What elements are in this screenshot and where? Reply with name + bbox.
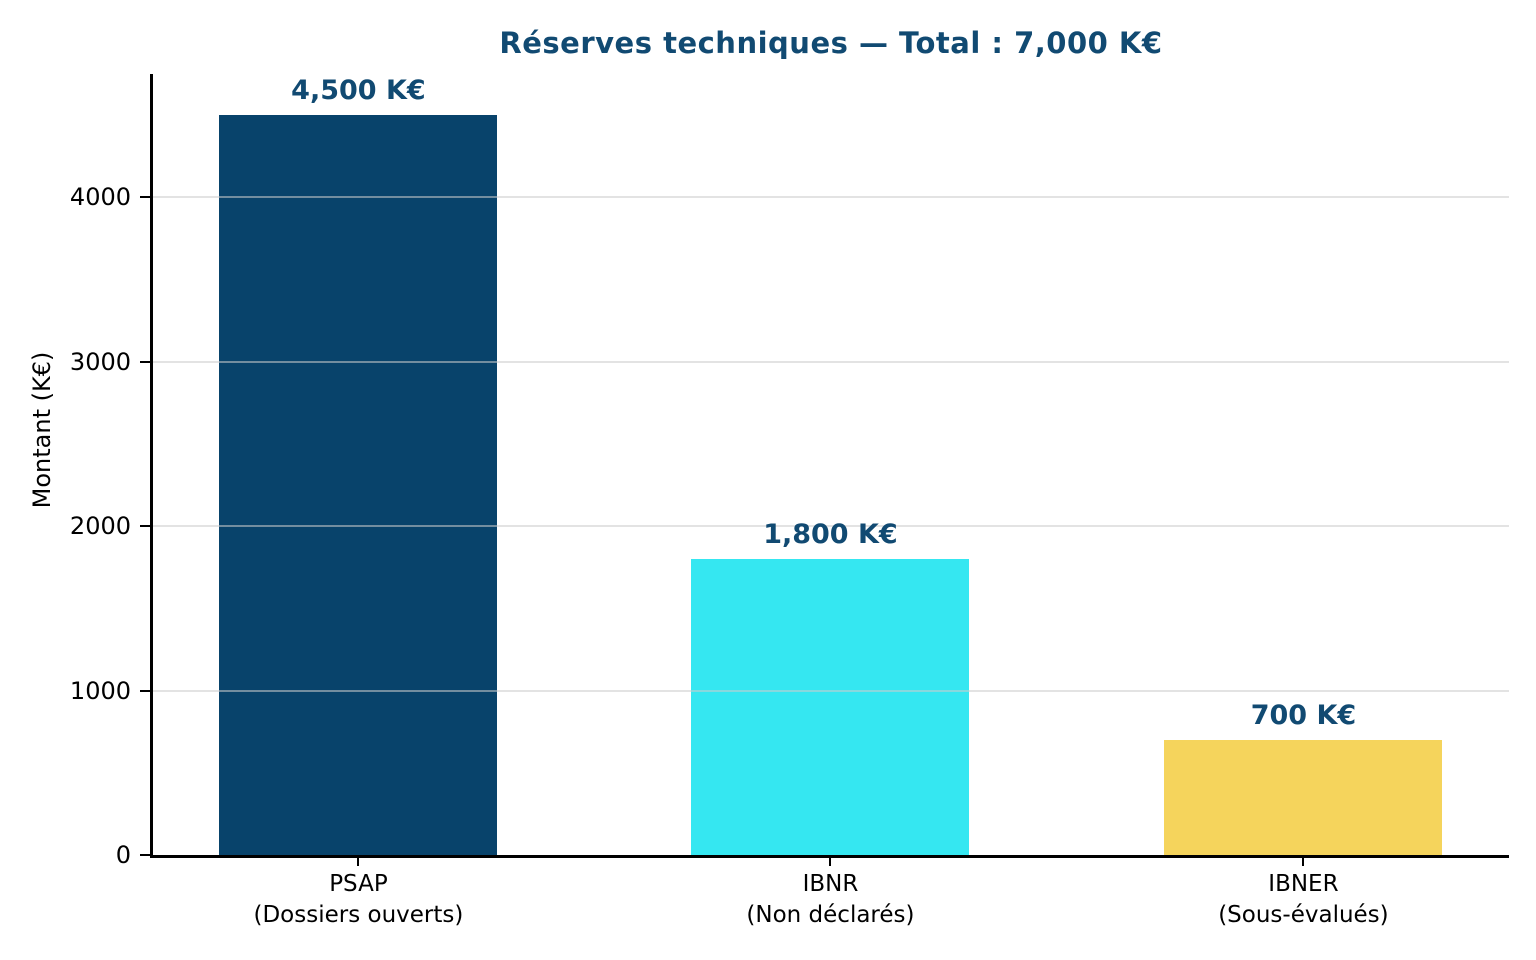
bar: [691, 559, 970, 855]
x-tick-mark: [829, 858, 832, 866]
y-tick-label: 1000: [69, 676, 131, 705]
y-gridline: [153, 360, 1509, 363]
x-tick-label-line: (Sous-évalués): [1218, 902, 1389, 928]
x-tick-label: IBNER (Sous-évalués): [1053, 869, 1536, 931]
x-tick-label-line: PSAP: [329, 871, 388, 897]
y-axis-spine: [150, 74, 153, 858]
bar-value-label: 1,800 K€: [763, 519, 898, 551]
y-tick-label: 0: [115, 841, 131, 869]
y-tick-label: 4000: [69, 183, 131, 212]
x-tick-label-line: (Non déclarés): [746, 902, 915, 928]
x-tick-mark: [1302, 858, 1305, 866]
x-tick-mark: [357, 858, 360, 866]
y-gridline: [153, 196, 1509, 199]
y-gridline: [153, 689, 1509, 692]
bar: [1164, 739, 1443, 855]
x-tick-label-line: IBNR: [802, 871, 859, 897]
bar: [219, 115, 498, 855]
y-tick-label: 3000: [69, 347, 131, 376]
x-tick-label-line: IBNER: [1268, 871, 1339, 897]
x-tick-label: PSAP (Dossiers ouverts): [108, 869, 608, 931]
x-axis-spine: [150, 855, 1509, 858]
y-tick-mark: [140, 689, 150, 692]
y-gridline: [153, 525, 1509, 528]
y-tick-mark: [140, 360, 150, 363]
y-tick-mark: [140, 196, 150, 199]
y-tick-mark: [140, 525, 150, 528]
plot-area: 0 1000 2000 3000 4000 4,500 K€ PSAP (Dossiers o…: [70, 74, 1509, 928]
bar-value-label: 4,500 K€: [291, 75, 426, 107]
y-tick-mark: [140, 854, 150, 856]
x-tick-label: IBNR (Non déclarés): [580, 869, 1080, 931]
chart-title: Réserves techniques — Total : 7,000 K€: [499, 26, 1163, 60]
y-tick-label: 2000: [69, 512, 131, 541]
x-tick-label-line: (Dossiers ouverts): [253, 902, 464, 928]
bar-value-label: 700 K€: [1250, 699, 1357, 731]
